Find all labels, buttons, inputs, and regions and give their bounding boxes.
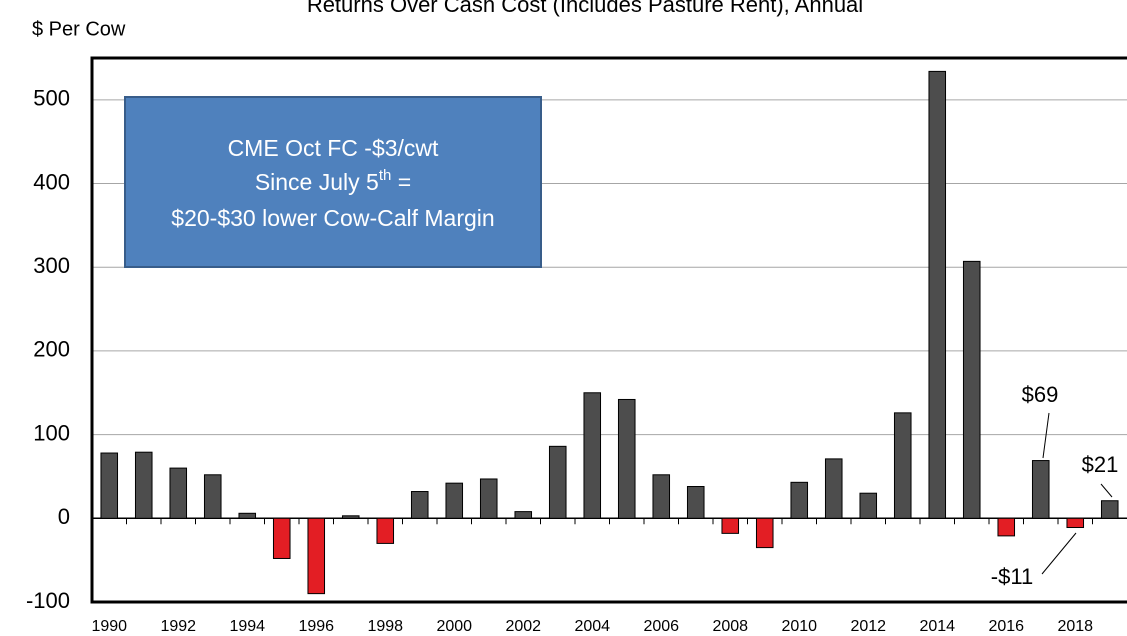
y-tick-label: 100 <box>33 420 70 445</box>
leader-line <box>1042 412 1050 459</box>
x-tick-label: 1998 <box>367 618 403 635</box>
x-tick-label: 2016 <box>988 618 1024 635</box>
x-tick-label: 2008 <box>712 618 748 635</box>
bar <box>893 412 912 519</box>
x-tick-label: 1996 <box>298 618 334 635</box>
bar <box>997 517 1016 537</box>
annotation: CME Oct FC -$3/cwt Since July 5th = $20-$3… <box>124 96 542 268</box>
annotation-text: Since July 5 <box>255 169 379 195</box>
bar <box>169 467 188 519</box>
bar <box>134 451 153 519</box>
annotation-line: Since July 5th = <box>255 167 411 195</box>
x-tick-label: 1992 <box>160 618 196 635</box>
bar <box>307 517 326 595</box>
bar <box>1066 517 1085 529</box>
bar <box>755 517 774 549</box>
bar <box>341 515 360 519</box>
y-tick-label: 500 <box>33 86 70 111</box>
bar <box>238 512 257 519</box>
bar <box>445 482 464 519</box>
leader-line <box>1100 483 1113 498</box>
bar <box>548 445 567 519</box>
bar <box>203 474 222 519</box>
bar <box>410 491 429 519</box>
bar <box>479 478 498 519</box>
annotation-text: = <box>391 169 411 195</box>
x-tick-label: 2004 <box>574 618 610 635</box>
annotation-line: $20-$30 lower Cow-Calf Margin <box>171 205 494 231</box>
bar <box>928 70 947 519</box>
bar <box>686 486 705 519</box>
x-tick-label: 1994 <box>229 618 265 635</box>
bar <box>514 511 533 519</box>
bar <box>1031 460 1050 519</box>
bar <box>824 458 843 519</box>
plot-border <box>90 56 1127 604</box>
bar <box>376 517 395 544</box>
x-tick-label: 2000 <box>436 618 472 635</box>
x-tick-label: 2014 <box>919 618 955 635</box>
y-tick-label: -100 <box>26 588 70 613</box>
bar <box>100 452 119 519</box>
x-tick-label: 2012 <box>850 618 886 635</box>
annotation-line: CME Oct FC -$3/cwt <box>228 135 439 161</box>
x-tick-label: 2006 <box>643 618 679 635</box>
y-tick-label: 200 <box>33 337 70 362</box>
bar <box>1100 500 1119 519</box>
x-tick-label: 2002 <box>505 618 541 635</box>
x-tick-label: 1990 <box>91 618 127 635</box>
data-label: $69 <box>1022 382 1059 407</box>
bar <box>790 481 809 519</box>
y-tick-label: 0 <box>58 504 70 529</box>
y-tick-label: 400 <box>33 169 70 194</box>
data-label: -$11 <box>991 564 1033 589</box>
bar <box>962 260 981 519</box>
bar <box>617 398 636 519</box>
annotation-text: th <box>379 167 392 184</box>
x-tick-label: 2018 <box>1057 618 1093 635</box>
y-tick-label: 300 <box>33 253 70 278</box>
bar <box>652 474 671 519</box>
bar <box>272 517 291 559</box>
data-label: $21 <box>1082 452 1119 477</box>
bar <box>583 392 602 519</box>
x-tick-label: 2010 <box>781 618 817 635</box>
leader-line <box>1041 532 1077 575</box>
bar <box>859 492 878 519</box>
chart-title: Returns Over Cash Cost (Includes Pasture… <box>307 0 863 17</box>
bar <box>721 517 740 534</box>
y-axis-label: $ Per Cow <box>32 18 126 40</box>
annotation-box <box>124 96 542 268</box>
